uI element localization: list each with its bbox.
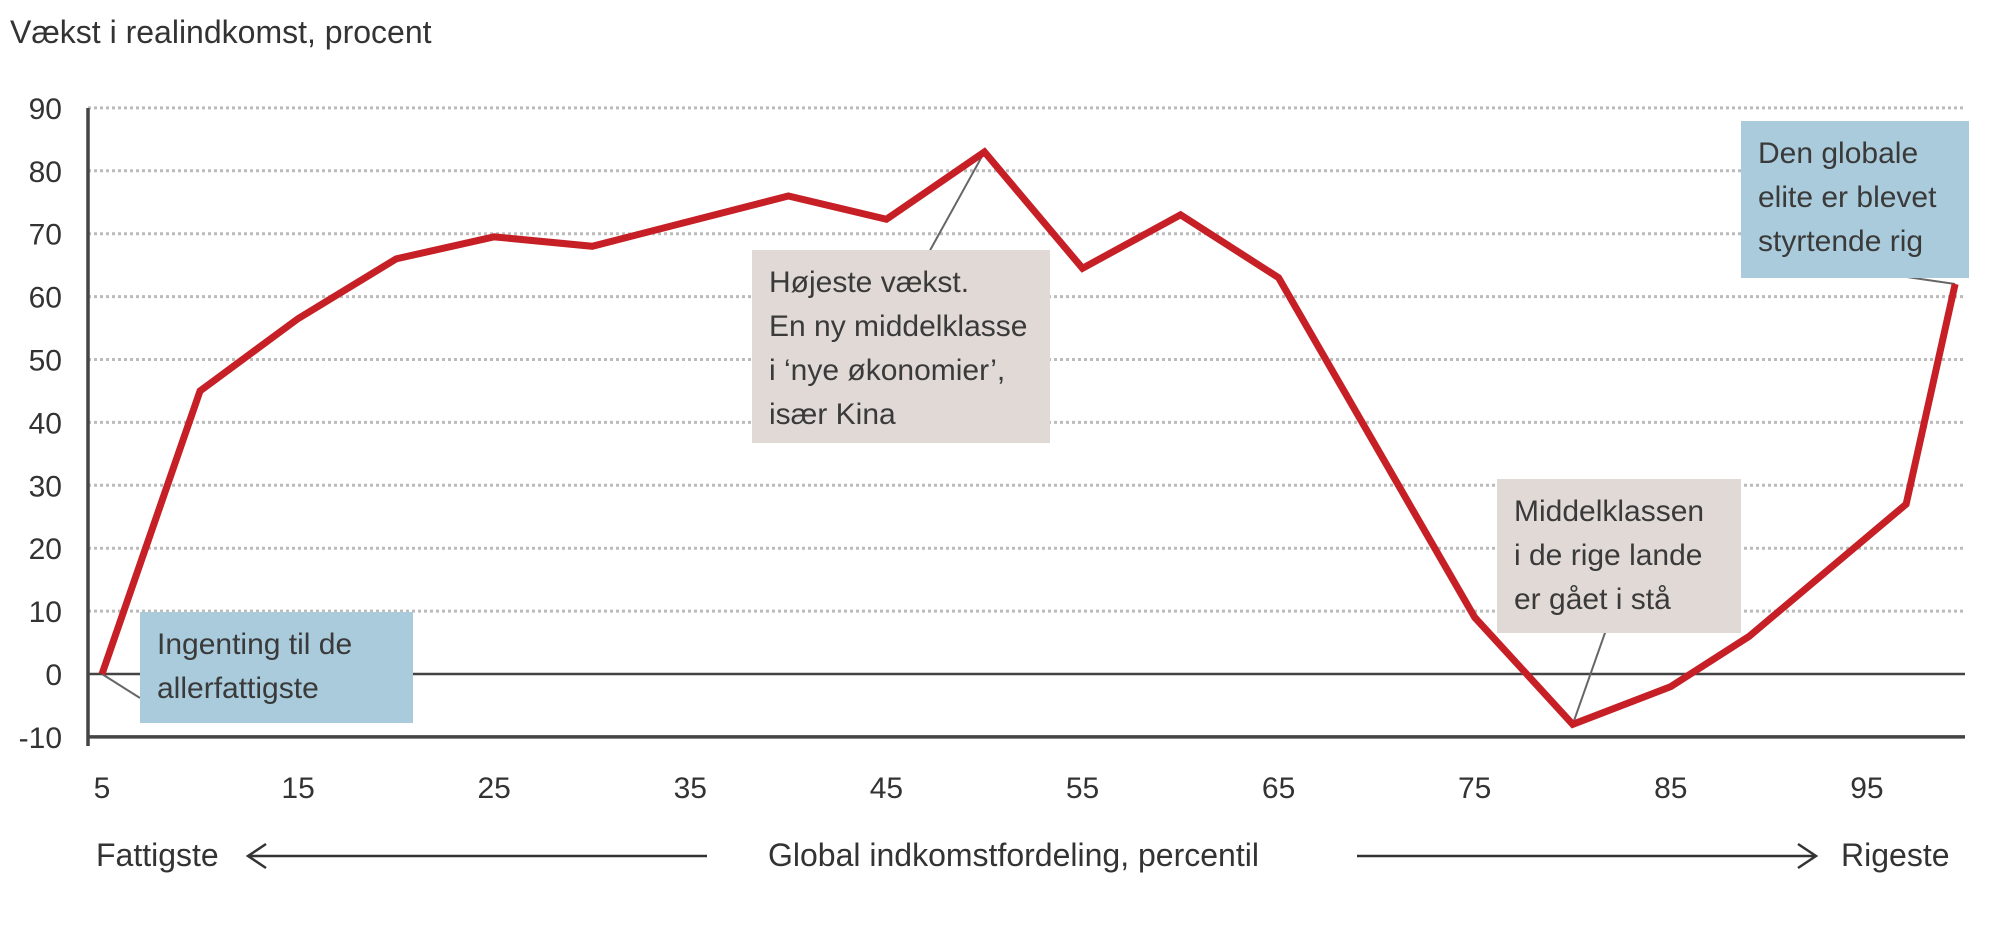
x-left-label: Fattigste: [96, 837, 219, 873]
x-tick-labels: 5 15 25 35 45 55 65 75 85 95: [94, 772, 1884, 805]
annotation-text: styrtende rig: [1758, 225, 1923, 258]
left-arrow-icon: [245, 842, 707, 870]
x-tick-label: 35: [674, 772, 707, 805]
x-axis-title: Global indkomstfordeling, percentil: [768, 837, 1259, 873]
x-tick-label: 85: [1654, 772, 1687, 805]
annotation-text: i ‘nye økonomier’,: [769, 354, 1005, 387]
annotation-background: [752, 250, 1050, 443]
y-tick-label: 90: [29, 93, 62, 126]
annotations: Ingenting til de allerfattigste Højeste væ…: [140, 121, 1969, 723]
annotation-box: Højeste vækst. En ny middelklasse i ‘nye ø…: [752, 250, 1050, 443]
annotation-text: i de rige lande: [1514, 539, 1702, 572]
right-arrow-icon: [1357, 842, 1819, 870]
x-tick-label: 75: [1458, 772, 1491, 805]
annotation-box: Middelklassen i de rige lande er gået i st…: [1497, 479, 1741, 633]
annotation-text: En ny middelklasse: [769, 310, 1027, 343]
annotation-background: [1741, 121, 1969, 278]
annotation-text: Den globale: [1758, 137, 1918, 170]
y-tick-label: 10: [29, 596, 62, 629]
y-tick-label: 60: [29, 282, 62, 315]
x-tick-label: 25: [478, 772, 511, 805]
x-tick-label: 55: [1066, 772, 1099, 805]
x-tick-label: 45: [870, 772, 903, 805]
annotation-background: [140, 612, 413, 723]
annotation-background: [1497, 479, 1741, 633]
y-tick-label: -10: [19, 722, 62, 755]
annotation-text: allerfattigste: [157, 672, 319, 705]
leader-line: [1571, 629, 1607, 725]
y-tick-label: 20: [29, 533, 62, 566]
annotation-text: er gået i stå: [1514, 583, 1671, 616]
annotation-text: elite er blevet: [1758, 181, 1937, 214]
annotation-text: Middelklassen: [1514, 495, 1704, 528]
y-tick-label: 70: [29, 219, 62, 252]
annotation-box: Ingenting til de allerfattigste: [140, 612, 413, 723]
y-tick-label: 30: [29, 470, 62, 503]
annotation-text: især Kina: [769, 398, 896, 431]
leader-line: [101, 673, 141, 699]
y-tick-label: 50: [29, 345, 62, 378]
x-tick-label: 5: [94, 772, 111, 805]
x-tick-label: 15: [281, 772, 314, 805]
series-line: [98, 147, 1959, 729]
x-right-label: Rigeste: [1841, 837, 1950, 873]
annotation-box: Den globale elite er blevet styrtende rig: [1741, 121, 1969, 278]
y-tick-label: 80: [29, 156, 62, 189]
y-tick-label: 0: [45, 659, 62, 692]
annotation-text: Ingenting til de: [157, 628, 352, 661]
annotation-text: Højeste vækst.: [769, 266, 969, 299]
y-tick-label: 40: [29, 407, 62, 440]
leader-line: [927, 151, 986, 255]
y-tick-labels: 90 80 70 60 50 40 30 20 10 0 -10: [19, 93, 62, 755]
x-tick-label: 95: [1850, 772, 1883, 805]
x-tick-label: 65: [1262, 772, 1295, 805]
y-axis-title: Vækst i realindkomst, procent: [10, 14, 432, 50]
